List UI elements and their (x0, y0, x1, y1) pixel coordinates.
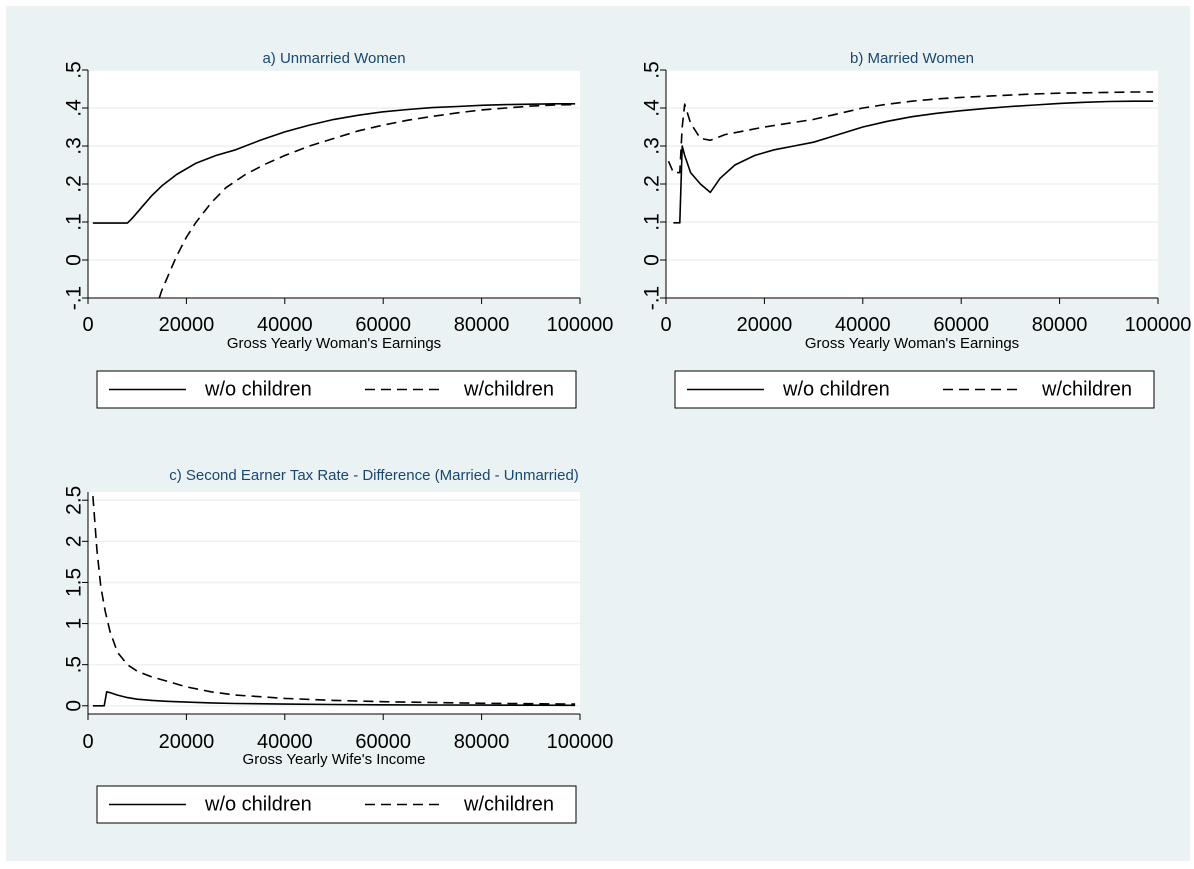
series-line-wo-children (92, 103, 576, 224)
legend-label-wo-children: w/o children (204, 794, 312, 816)
x-tick-label: 20000 (159, 731, 215, 753)
y-tick-label: .5 (641, 61, 664, 79)
y-tick-label: 2 (63, 535, 86, 547)
panel-title: b) Married Women (850, 50, 974, 67)
y-tick-label: -.1 (641, 286, 664, 311)
x-tick-label: 100000 (547, 731, 614, 753)
legend: w/o children w/children (96, 370, 577, 409)
x-tick-label: 80000 (454, 731, 510, 753)
series-line-wo-children (92, 690, 576, 707)
y-tick-label: .4 (63, 99, 86, 117)
x-tick-label: 100000 (1125, 314, 1192, 336)
y-tick-label: 0 (63, 700, 86, 712)
series-line-wo-children (673, 100, 1154, 224)
chart-panel-3: 0 .5 1 1.5 2 2.5 0 20000 40000 60000 80000 100000 c)… (63, 467, 614, 824)
y-tick-label: -.1 (63, 286, 86, 311)
y-tick-label: .2 (641, 175, 664, 193)
x-tick-label: 80000 (454, 314, 510, 336)
legend-label-wo-children: w/o children (782, 379, 890, 401)
x-tick-label: 0 (660, 314, 671, 336)
x-tick-label: 0 (82, 314, 93, 336)
chart-panel-1: -.1 0 .1 .2 .3 .4 .5 0 20000 40000 60000 80000 10000… (63, 50, 614, 409)
series-line-w-children (667, 91, 1154, 174)
panel-title: c) Second Earner Tax Rate - Difference (… (169, 467, 579, 484)
x-tick-label: 60000 (933, 314, 989, 336)
x-tick-label: 0 (82, 731, 93, 753)
x-tick-label: 20000 (159, 314, 215, 336)
chart-panel-2: -.1 0 .1 .2 .3 .4 .5 0 20000 40000 60000 80000 10000… (641, 50, 1192, 409)
legend-label-w-children: w/children (463, 794, 554, 816)
series-line-w-children (158, 103, 576, 299)
y-tick-label: .5 (63, 61, 86, 79)
y-tick-label: 1.5 (63, 568, 86, 597)
y-tick-label: .4 (641, 99, 664, 117)
y-tick-label: 1 (63, 618, 86, 630)
legend: w/o children w/children (96, 785, 577, 824)
legend-label-wo-children: w/o children (204, 379, 312, 401)
y-tick-label: .1 (641, 213, 664, 231)
y-tick-label: .5 (63, 656, 86, 674)
x-tick-label: 60000 (355, 731, 411, 753)
y-tick-label: .1 (63, 213, 86, 231)
y-tick-label: 0 (63, 254, 86, 266)
x-axis-label: Gross Yearly Wife's Income (243, 751, 426, 768)
x-axis-label: Gross Yearly Woman's Earnings (805, 335, 1019, 352)
plot-area (88, 492, 580, 714)
x-tick-label: 40000 (257, 314, 313, 336)
x-tick-label: 80000 (1032, 314, 1088, 336)
series-line-w-children (92, 496, 576, 705)
x-tick-label: 40000 (835, 314, 891, 336)
panel-title: a) Unmarried Women (262, 50, 405, 67)
legend-label-w-children: w/children (463, 379, 554, 401)
x-tick-label: 20000 (737, 314, 793, 336)
x-axis-label: Gross Yearly Woman's Earnings (227, 335, 441, 352)
y-tick-label: .2 (63, 175, 86, 193)
x-tick-label: 40000 (257, 731, 313, 753)
y-tick-label: .3 (641, 137, 664, 155)
x-tick-label: 100000 (547, 314, 614, 336)
x-tick-label: 60000 (355, 314, 411, 336)
legend: w/o children w/children (674, 370, 1155, 409)
y-tick-label: .3 (63, 137, 86, 155)
y-tick-label: 2.5 (63, 486, 86, 515)
legend-label-w-children: w/children (1041, 379, 1132, 401)
y-tick-label: 0 (641, 254, 664, 266)
